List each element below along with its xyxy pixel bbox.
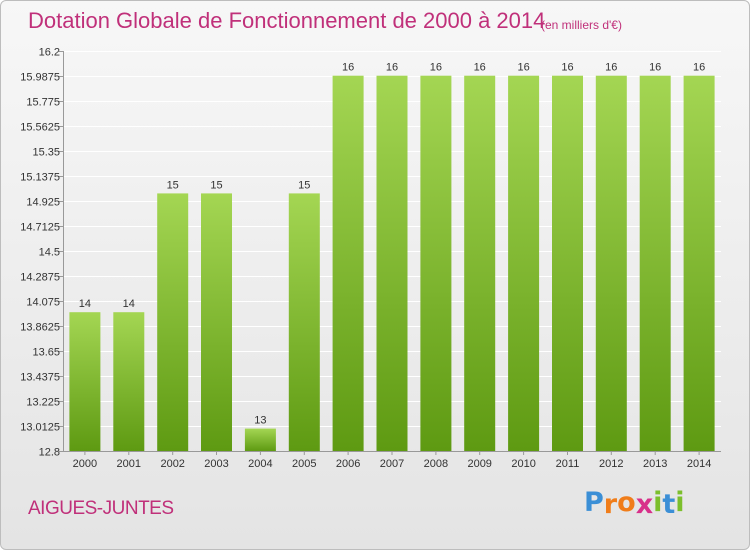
- bar-2002: [157, 193, 189, 451]
- x-tick-label-2001: 2001: [117, 458, 141, 470]
- x-tick-label-2010: 2010: [511, 458, 535, 470]
- x-tick-label-2006: 2006: [336, 458, 360, 470]
- y-tick-label: 14.925: [26, 197, 60, 209]
- logo-letter: x: [635, 489, 654, 520]
- bar-2013: [639, 75, 671, 451]
- y-tick-label: 15.35: [32, 147, 60, 159]
- y-tick-label: 14.7125: [20, 222, 60, 234]
- value-label-2004: 13: [254, 415, 266, 427]
- y-tick-label: 16.2: [39, 47, 60, 59]
- y-tick-label: 13.8625: [20, 322, 60, 334]
- bar-2006: [332, 75, 364, 451]
- x-tick-label-2007: 2007: [380, 458, 404, 470]
- logo-letter: P: [584, 487, 604, 518]
- value-label-2012: 16: [605, 62, 617, 74]
- chart-title: Dotation Globale de Fonctionnement de 20…: [28, 8, 546, 33]
- bar-2014: [683, 75, 715, 451]
- bar-2001: [113, 312, 145, 451]
- bar-2000: [69, 312, 101, 451]
- bar-2007: [376, 75, 408, 451]
- value-label-2003: 15: [210, 179, 222, 191]
- x-tick-label-2008: 2008: [424, 458, 448, 470]
- y-tick-label: 15.775: [26, 97, 60, 109]
- value-label-2007: 16: [386, 62, 398, 74]
- y-tick-label: 13.4375: [20, 372, 60, 384]
- bar-2011: [552, 75, 583, 451]
- value-label-2008: 16: [430, 62, 442, 74]
- value-label-2009: 16: [474, 62, 486, 74]
- y-tick-label: 12.8: [39, 447, 60, 459]
- y-tick-label: 15.1375: [20, 172, 60, 184]
- x-tick-label-2009: 2009: [467, 458, 491, 470]
- logo-letter: i: [675, 487, 685, 518]
- x-tick-label-2003: 2003: [204, 458, 228, 470]
- value-label-2014: 16: [693, 62, 705, 74]
- x-tick-label-2011: 2011: [556, 458, 580, 470]
- value-label-2011: 16: [561, 62, 573, 74]
- y-tick-label: 15.9875: [20, 72, 60, 84]
- bar-2010: [508, 75, 540, 451]
- logo-letter: t: [662, 489, 676, 520]
- value-label-2010: 16: [517, 62, 529, 74]
- bar-2009: [464, 75, 496, 451]
- bar-2003: [201, 193, 232, 451]
- y-tick-label: 13.65: [32, 347, 60, 359]
- y-tick-label: 15.5625: [20, 122, 60, 134]
- value-label-2006: 16: [342, 62, 354, 74]
- value-label-2013: 16: [649, 62, 661, 74]
- y-tick-label: 14.2875: [20, 272, 60, 284]
- x-tick-label-2005: 2005: [292, 458, 316, 470]
- x-tick-label-2002: 2002: [160, 458, 184, 470]
- y-tick-label: 13.225: [26, 397, 60, 409]
- logo-letter: r: [603, 489, 618, 520]
- bar-2012: [595, 75, 627, 451]
- x-tick-label-2013: 2013: [643, 458, 667, 470]
- value-label-2000: 14: [79, 298, 91, 310]
- y-tick-label: 14.5: [39, 247, 60, 259]
- bar-2008: [420, 75, 452, 451]
- x-tick-label-2004: 2004: [248, 458, 272, 470]
- chart-subtitle: (en milliers d'€): [541, 18, 622, 32]
- y-tick-label: 14.075: [26, 297, 60, 309]
- y-tick-label: 13.0125: [20, 422, 60, 434]
- x-tick-label-2014: 2014: [687, 458, 711, 470]
- bar-2005: [288, 193, 320, 451]
- x-tick-label-2012: 2012: [599, 458, 623, 470]
- proxiti-logo: Proxiti: [584, 487, 685, 520]
- logo-letter: o: [617, 487, 636, 518]
- value-label-2001: 14: [123, 298, 135, 310]
- logo-letter: i: [653, 487, 663, 518]
- bar-2004: [244, 428, 276, 451]
- value-label-2002: 15: [167, 179, 179, 191]
- value-label-2005: 15: [298, 179, 310, 191]
- municipality-name: AIGUES-JUNTES: [28, 498, 174, 519]
- x-tick-label-2000: 2000: [73, 458, 97, 470]
